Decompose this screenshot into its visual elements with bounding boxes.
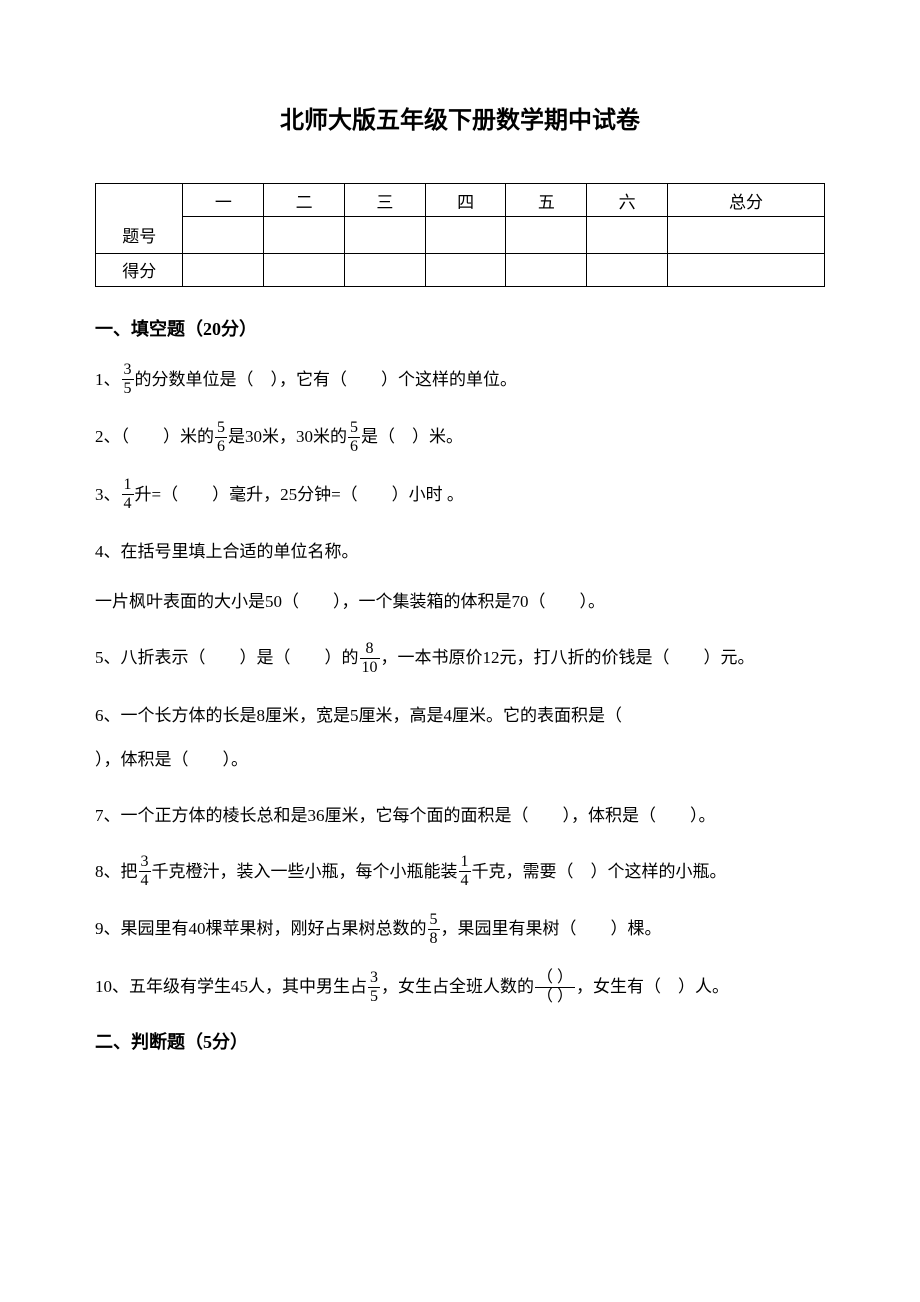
score-table: 一 二 三 四 五 六 总分 题号 得分 <box>95 183 825 287</box>
q3-frac: 14 <box>122 477 134 512</box>
q1-num: 1、 <box>95 370 121 389</box>
q5-text-a: 5、八折表示（ ）是（ ）的 <box>95 648 359 667</box>
score-table-empty-topleft <box>96 184 183 217</box>
q5-frac: 810 <box>360 641 380 676</box>
question-8: 8、把34千克橙汁，装入一些小瓶，每个小瓶能装14千克，需要（ ）个这样的小瓶。 <box>95 855 825 891</box>
section-1-prefix: 一、填空题（ <box>95 319 203 339</box>
cell <box>425 217 506 254</box>
row-label-question-number: 题号 <box>96 217 183 254</box>
q10-text-a: 10、五年级有学生45人，其中男生占 <box>95 977 367 996</box>
question-10: 10、五年级有学生45人，其中男生占35，女生占全班人数的（ ）（ ），女生有（… <box>95 970 825 1006</box>
q2-text-b: 是30米，30米的 <box>228 427 347 446</box>
cell <box>425 253 506 286</box>
cell <box>587 217 668 254</box>
q2-frac2: 56 <box>348 420 360 455</box>
question-7: 7、一个正方体的棱长总和是36厘米，它每个面的面积是（ ），体积是（ ）。 <box>95 799 825 833</box>
section-2-heading: 二、判断题（5分） <box>95 1028 825 1054</box>
cell <box>667 253 824 286</box>
question-4: 4、在括号里填上合适的单位名称。 一片枫叶表面的大小是50（ ），一个集装箱的体… <box>95 535 825 619</box>
col-4: 四 <box>425 184 506 217</box>
cell <box>506 253 587 286</box>
q8-frac2: 14 <box>459 854 471 889</box>
question-3: 3、14升=（ ）毫升，25分钟=（ ）小时 。 <box>95 478 825 514</box>
cell <box>264 217 345 254</box>
q1-frac: 35 <box>122 362 134 397</box>
q9-text-a: 9、果园里有40棵苹果树，刚好占果树总数的 <box>95 919 427 938</box>
cell <box>183 253 264 286</box>
col-6: 六 <box>587 184 668 217</box>
q6-line2: ），体积是（ ）。 <box>95 743 825 777</box>
q9-frac: 58 <box>428 912 440 947</box>
q10-frac1: 35 <box>368 970 380 1005</box>
question-9: 9、果园里有40棵苹果树，刚好占果树总数的58，果园里有果树（ ）棵。 <box>95 912 825 948</box>
q2-text-a: 2、（ ）米的 <box>95 427 214 446</box>
cell <box>344 217 425 254</box>
score-table-label-row: 题号 <box>96 217 825 254</box>
question-5: 5、八折表示（ ）是（ ）的810，一本书原价12元，打八折的价钱是（ ）元。 <box>95 641 825 677</box>
cell <box>667 217 824 254</box>
q5-text-b: ，一本书原价12元，打八折的价钱是（ ）元。 <box>381 648 755 667</box>
question-2: 2、（ ）米的56是30米，30米的56是（ ）米。 <box>95 420 825 456</box>
cell <box>183 217 264 254</box>
q8-text-a: 8、把 <box>95 862 138 881</box>
q10-frac2: （ ）（ ） <box>535 970 575 1005</box>
cell <box>344 253 425 286</box>
col-5: 五 <box>506 184 587 217</box>
q2-text-c: 是（ ）米。 <box>361 427 463 446</box>
q6-line1: 6、一个长方体的长是8厘米，宽是5厘米，高是4厘米。它的表面积是（ <box>95 699 825 733</box>
score-table-header-row: 一 二 三 四 五 六 总分 <box>96 184 825 217</box>
q9-text-b: ，果园里有果树（ ）棵。 <box>441 919 662 938</box>
q2-frac1: 56 <box>215 420 227 455</box>
q4-line2: 一片枫叶表面的大小是50（ ），一个集装箱的体积是70（ ）。 <box>95 585 825 619</box>
section-1-suffix: ） <box>239 319 257 339</box>
col-3: 三 <box>344 184 425 217</box>
q1-text: 的分数单位是（ ），它有（ ）个这样的单位。 <box>135 370 518 389</box>
question-1: 1、35的分数单位是（ ），它有（ ）个这样的单位。 <box>95 363 825 399</box>
row-label-score: 得分 <box>96 253 183 286</box>
q10-text-b: ，女生占全班人数的 <box>381 977 534 996</box>
q3-num: 3、 <box>95 485 121 504</box>
q8-text-b: 千克橙汁，装入一些小瓶，每个小瓶能装 <box>152 862 458 881</box>
cell <box>506 217 587 254</box>
q8-frac1: 34 <box>139 854 151 889</box>
q4-line1: 4、在括号里填上合适的单位名称。 <box>95 535 825 569</box>
q8-text-c: 千克，需要（ ）个这样的小瓶。 <box>472 862 727 881</box>
q10-text-c: ，女生有（ ）人。 <box>576 977 729 996</box>
col-1: 一 <box>183 184 264 217</box>
page-title: 北师大版五年级下册数学期中试卷 <box>95 100 825 135</box>
col-2: 二 <box>264 184 345 217</box>
cell <box>587 253 668 286</box>
q3-text: 升=（ ）毫升，25分钟=（ ）小时 。 <box>135 485 464 504</box>
col-total: 总分 <box>667 184 824 217</box>
score-table-score-row: 得分 <box>96 253 825 286</box>
page: 北师大版五年级下册数学期中试卷 一 二 三 四 五 六 总分 题号 得分 <box>0 0 920 1302</box>
section-1-heading: 一、填空题（20分） <box>95 315 825 341</box>
section-1-points: 20分 <box>203 319 239 339</box>
question-6: 6、一个长方体的长是8厘米，宽是5厘米，高是4厘米。它的表面积是（ ），体积是（… <box>95 699 825 777</box>
cell <box>264 253 345 286</box>
